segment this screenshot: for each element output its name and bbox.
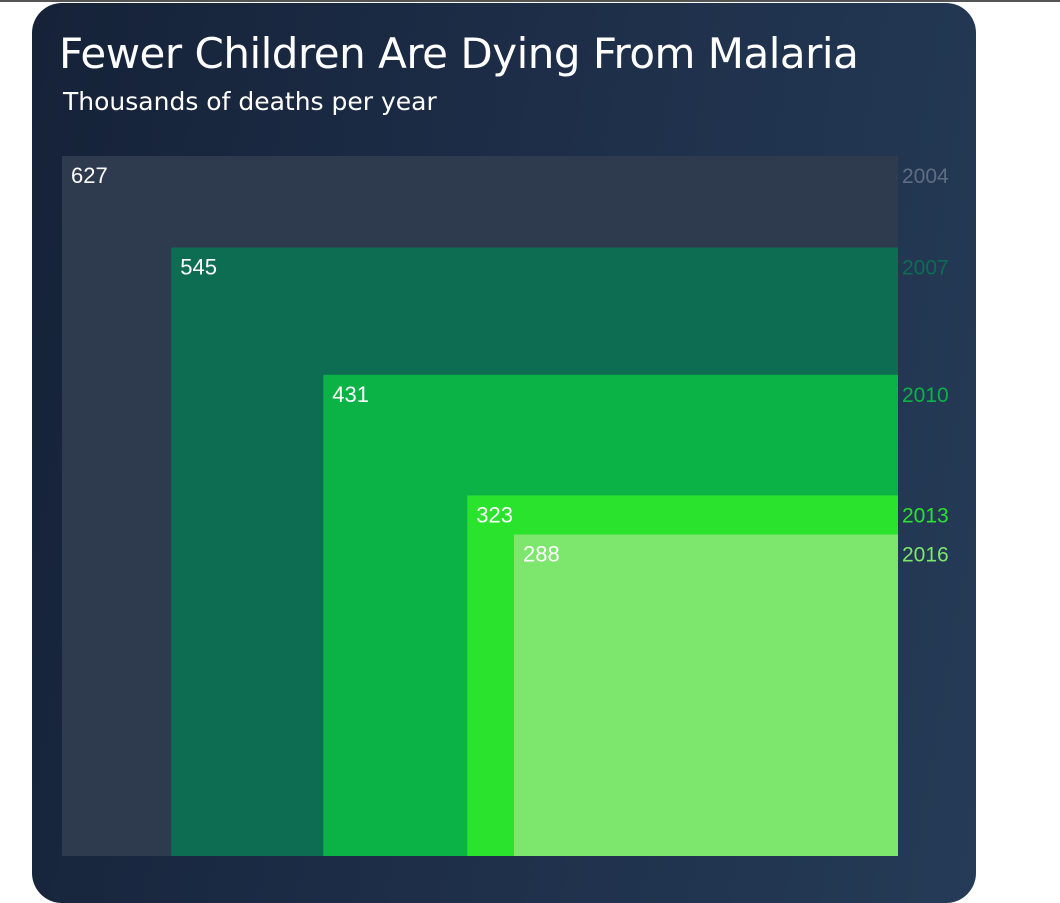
square-2016 [514, 534, 898, 856]
year-label-2013: 2013 [902, 504, 949, 527]
window-top-border [0, 0, 1060, 2]
year-label-2016: 2016 [902, 544, 949, 567]
value-label-2016: 288 [523, 542, 560, 567]
value-label-2007: 545 [180, 255, 217, 280]
value-label-2004: 627 [71, 163, 108, 188]
square-2013 [467, 495, 898, 856]
value-label-2013: 323 [476, 502, 513, 527]
year-label-2010: 2010 [902, 384, 949, 407]
square-2010 [323, 374, 898, 856]
year-label-2007: 2007 [902, 257, 949, 280]
nested-area-plot: 627 2004 545 2007 431 2010 323 2013 288 2016 [62, 156, 949, 856]
square-2004 [62, 156, 898, 856]
square-2007 [171, 247, 899, 856]
chart-title: Fewer Children Are Dying From Malaria [59, 29, 859, 78]
year-label-2004: 2004 [902, 165, 949, 188]
value-label-2010: 431 [332, 382, 369, 407]
chart-card: Fewer Children Are Dying From Malaria Th… [32, 3, 976, 903]
chart-subtitle: Thousands of deaths per year [63, 87, 437, 116]
